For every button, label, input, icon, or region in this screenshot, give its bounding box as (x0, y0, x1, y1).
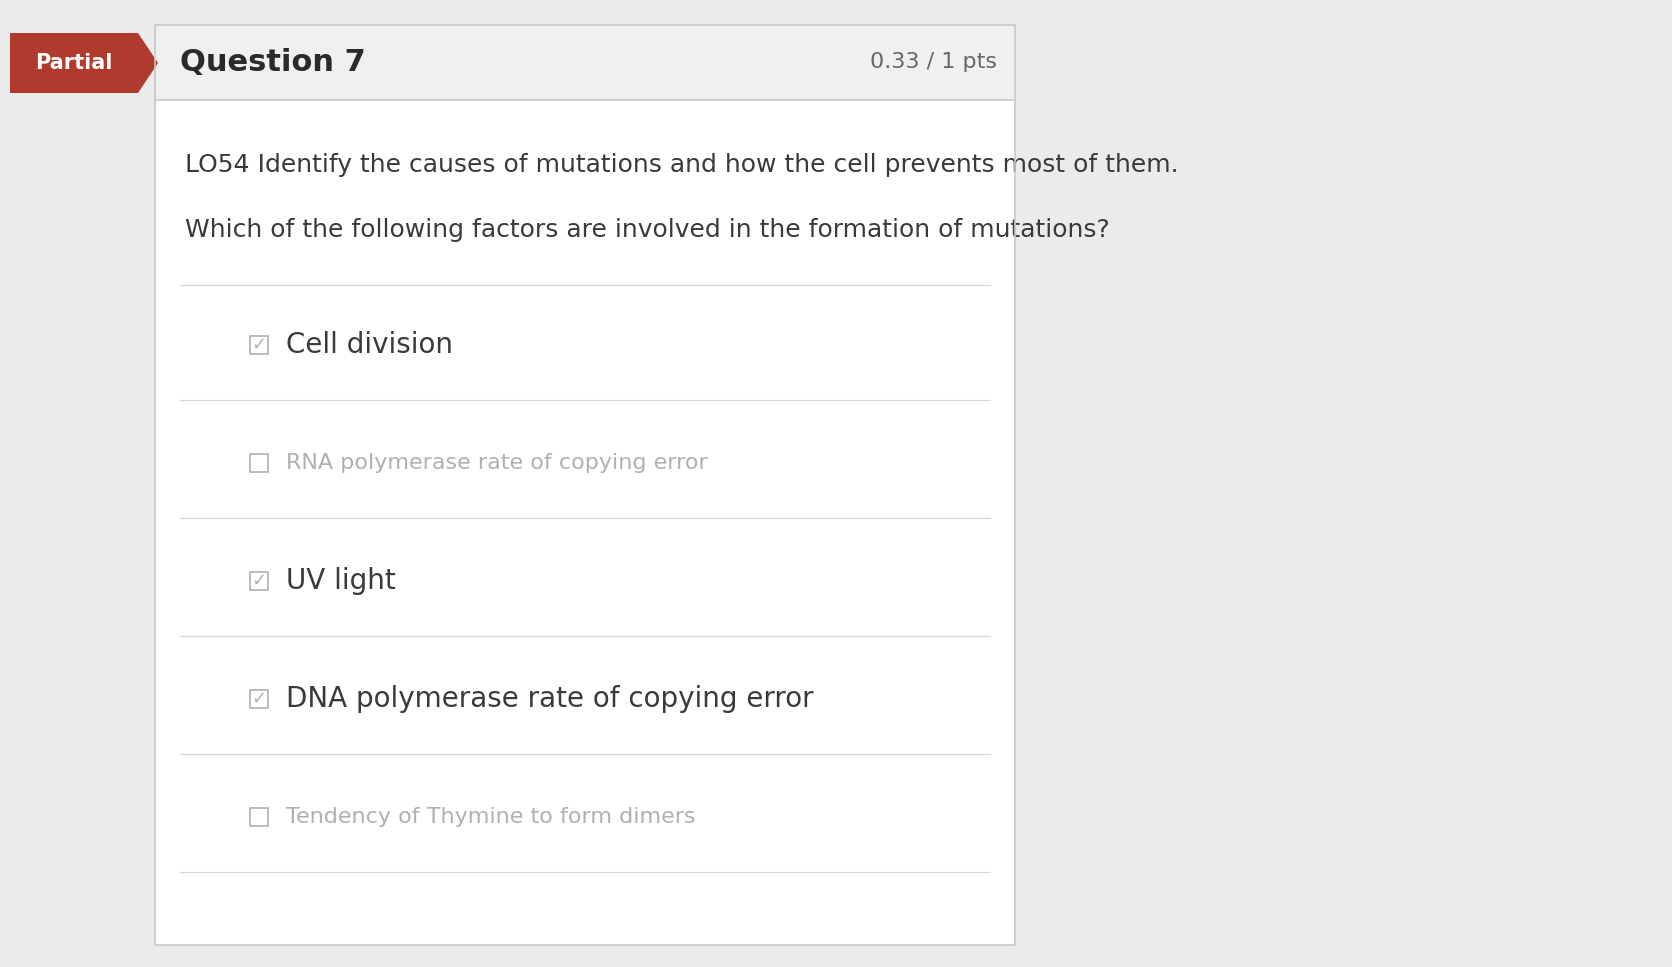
Text: Cell division: Cell division (286, 331, 453, 359)
Text: LO54 Identify the causes of mutations and how the cell prevents most of them.: LO54 Identify the causes of mutations an… (186, 153, 1179, 177)
FancyBboxPatch shape (155, 25, 1015, 100)
Text: UV light: UV light (286, 567, 396, 595)
Text: Which of the following factors are involved in the formation of mutations?: Which of the following factors are invol… (186, 218, 1110, 242)
FancyBboxPatch shape (155, 100, 1015, 945)
Text: RNA polymerase rate of copying error: RNA polymerase rate of copying error (286, 453, 707, 473)
Text: ✓: ✓ (251, 336, 266, 354)
Text: 0.33 / 1 pts: 0.33 / 1 pts (869, 52, 997, 73)
Text: Tendency of Thymine to form dimers: Tendency of Thymine to form dimers (286, 807, 696, 827)
Text: ✓: ✓ (251, 690, 266, 708)
Polygon shape (10, 33, 157, 93)
Text: ✓: ✓ (251, 572, 266, 590)
Text: Partial: Partial (35, 53, 112, 73)
Text: Question 7: Question 7 (181, 48, 366, 77)
Text: DNA polymerase rate of copying error: DNA polymerase rate of copying error (286, 685, 814, 713)
